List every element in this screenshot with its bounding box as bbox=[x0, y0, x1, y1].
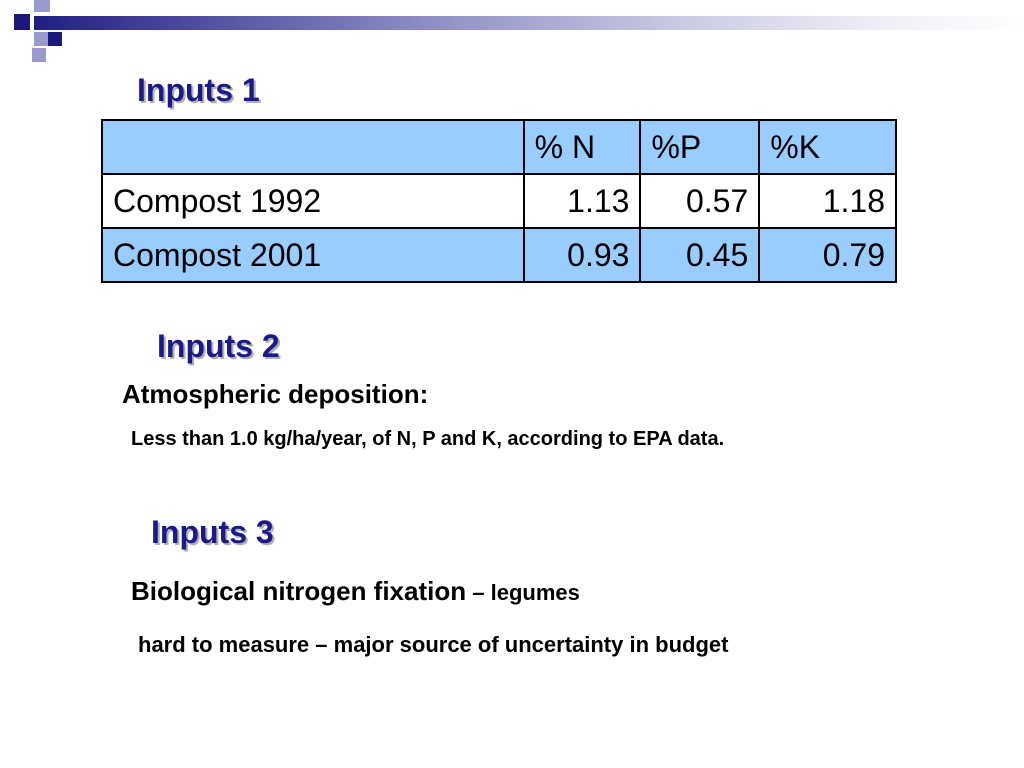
header-gradient-bar bbox=[34, 16, 1024, 30]
table-cell-n: 0.93 bbox=[522, 227, 642, 283]
nitrogen-fixation-body: hard to measure – major source of uncert… bbox=[138, 632, 729, 657]
table-header-cell: %K bbox=[758, 119, 897, 175]
table-row: Compost 1992 1.13 0.57 1.18 bbox=[101, 173, 897, 229]
corner-square-light-1 bbox=[34, 0, 50, 12]
corner-square-light-4 bbox=[32, 48, 46, 62]
table-cell-p: 0.57 bbox=[639, 173, 761, 229]
table-cell-p: 0.45 bbox=[639, 227, 761, 283]
nitrogen-fixation-line: Biological nitrogen fixation – legumes bbox=[131, 578, 580, 604]
nitrogen-fixation-separator: – bbox=[466, 580, 491, 605]
table-cell-k: 0.79 bbox=[758, 227, 897, 283]
corner-square-navy-2 bbox=[48, 32, 62, 46]
atmospheric-deposition-title: Atmospheric deposition: bbox=[122, 379, 429, 409]
inputs-2-heading: Inputs 2 bbox=[157, 328, 280, 364]
corner-square-light-3 bbox=[34, 32, 48, 46]
table-row: Compost 2001 0.93 0.45 0.79 bbox=[101, 227, 897, 283]
corner-square-navy-1 bbox=[14, 14, 30, 30]
compost-nutrient-table: % N %P %K Compost 1992 1.13 0.57 1.18 Co… bbox=[101, 119, 897, 283]
table-cell-n: 1.13 bbox=[522, 173, 642, 229]
nitrogen-fixation-detail: legumes bbox=[490, 580, 580, 605]
inputs-1-heading: Inputs 1 bbox=[137, 72, 260, 108]
atmospheric-deposition-body: Less than 1.0 kg/ha/year, of N, P and K,… bbox=[131, 428, 725, 450]
inputs-3-heading: Inputs 3 bbox=[151, 514, 274, 550]
table-cell-label: Compost 2001 bbox=[101, 227, 525, 283]
nitrogen-fixation-title: Biological nitrogen fixation bbox=[131, 576, 467, 606]
table-header-row: % N %P %K bbox=[101, 119, 897, 175]
table-cell-k: 1.18 bbox=[758, 173, 897, 229]
table-cell-label: Compost 1992 bbox=[101, 173, 525, 229]
table-header-cell bbox=[101, 119, 525, 175]
table-header-cell: %P bbox=[639, 119, 761, 175]
table-header-cell: % N bbox=[522, 119, 642, 175]
